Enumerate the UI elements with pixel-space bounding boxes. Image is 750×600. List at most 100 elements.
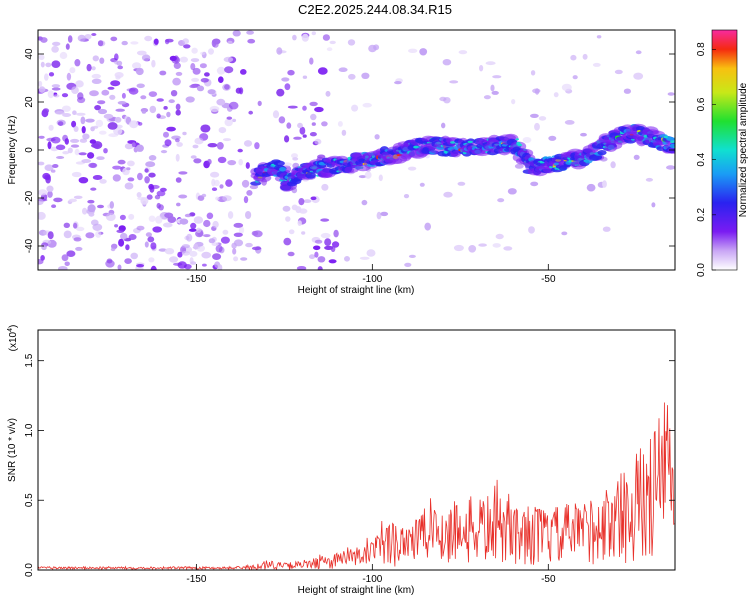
noise-blob: [82, 133, 90, 140]
noise-blob: [114, 224, 119, 228]
noise-blob: [140, 95, 147, 100]
noise-blob: [564, 120, 575, 125]
noise-blob: [92, 175, 103, 180]
noise-blob: [299, 126, 306, 135]
noise-blob: [56, 156, 65, 159]
noise-blob: [136, 192, 142, 198]
noise-blob: [38, 54, 45, 61]
noise-blob: [257, 100, 262, 107]
y-tick-label: 20: [24, 96, 35, 108]
colorbar-tick-label: 0.6: [696, 97, 707, 111]
noise-blob: [101, 89, 110, 96]
noise-blob: [71, 171, 82, 178]
noise-blob: [141, 110, 146, 114]
noise-blob: [322, 34, 330, 41]
noise-blob: [175, 153, 180, 162]
noise-blob: [478, 243, 487, 247]
noise-blob: [199, 63, 207, 69]
noise-blob: [361, 199, 368, 206]
noise-blob: [175, 71, 183, 76]
noise-blob: [359, 256, 370, 260]
noise-blob: [570, 54, 577, 61]
x-tick-label: -50: [541, 274, 556, 285]
noise-blob: [91, 33, 97, 36]
noise-blob: [302, 75, 308, 79]
noise-blob: [281, 77, 290, 82]
noise-blob: [296, 266, 307, 270]
noise-blob: [136, 225, 145, 231]
noise-blob: [117, 264, 122, 270]
ridge-blob: [670, 140, 675, 144]
noise-blob: [112, 174, 121, 182]
noise-blob: [204, 72, 210, 77]
noise-blob: [189, 250, 198, 257]
noise-blob: [419, 182, 425, 187]
noise-blob: [148, 215, 156, 222]
noise-blob: [248, 110, 253, 115]
noise-blob: [57, 121, 64, 126]
spectrogram-y-ticks: -40 -20 0 20 40: [24, 48, 675, 253]
noise-blob: [249, 184, 259, 190]
noise-blob: [302, 134, 307, 138]
noise-blob: [73, 126, 79, 132]
noise-blob: [217, 264, 223, 270]
noise-blob: [217, 156, 227, 164]
noise-blob: [247, 38, 256, 44]
noise-blob: [46, 185, 54, 193]
noise-blob: [108, 133, 119, 138]
noise-blob: [623, 88, 632, 94]
noise-blob: [196, 85, 205, 92]
noise-blob: [97, 108, 108, 115]
noise-blob: [208, 238, 216, 244]
noise-blob: [314, 138, 322, 145]
noise-blob: [561, 83, 572, 92]
snr-x-ticks: -150 -100 -50: [186, 564, 556, 585]
noise-blob: [89, 90, 99, 97]
noise-blob: [152, 226, 162, 233]
noise-blob: [76, 112, 86, 116]
noise-blob: [184, 213, 192, 218]
noise-blob: [201, 193, 207, 198]
noise-blob: [128, 87, 139, 95]
noise-blob: [45, 62, 52, 68]
noise-blob: [126, 160, 135, 167]
noise-blob: [313, 245, 321, 251]
noise-blob: [78, 152, 87, 156]
noise-blob: [218, 127, 227, 134]
noise-blob: [58, 266, 68, 270]
noise-blob: [309, 132, 317, 137]
noise-blob: [216, 66, 226, 75]
noise-blob: [183, 44, 191, 49]
noise-blob: [145, 232, 152, 237]
noise-blob: [228, 101, 239, 110]
noise-blob: [127, 177, 135, 182]
noise-blob: [149, 105, 157, 114]
noise-blob: [580, 132, 587, 137]
noise-blob: [602, 226, 611, 232]
noise-blob: [284, 83, 291, 91]
noise-blob: [212, 253, 222, 260]
noise-blob: [203, 219, 211, 228]
noise-blob: [67, 147, 73, 154]
noise-blob: [131, 142, 136, 148]
noise-blob: [47, 190, 53, 198]
y-tick-label: -20: [24, 190, 35, 205]
noise-blob: [63, 222, 70, 228]
noise-blob: [154, 194, 161, 200]
noise-blob: [91, 78, 102, 85]
ridge-blob: [667, 147, 675, 154]
x-tick-label: -150: [186, 574, 206, 585]
noise-blob: [424, 222, 432, 231]
noise-blob: [298, 198, 305, 206]
noise-blob: [128, 234, 137, 240]
noise-blob: [114, 53, 119, 61]
noise-blob: [70, 144, 80, 148]
noise-blob: [107, 86, 115, 90]
noise-blob: [240, 69, 247, 75]
heatmap-noise-field: [38, 30, 675, 270]
y-tick-label: -40: [24, 238, 35, 253]
noise-blob: [55, 144, 66, 151]
noise-blob: [190, 63, 196, 71]
noise-blob: [317, 266, 323, 270]
noise-blob: [92, 55, 100, 62]
